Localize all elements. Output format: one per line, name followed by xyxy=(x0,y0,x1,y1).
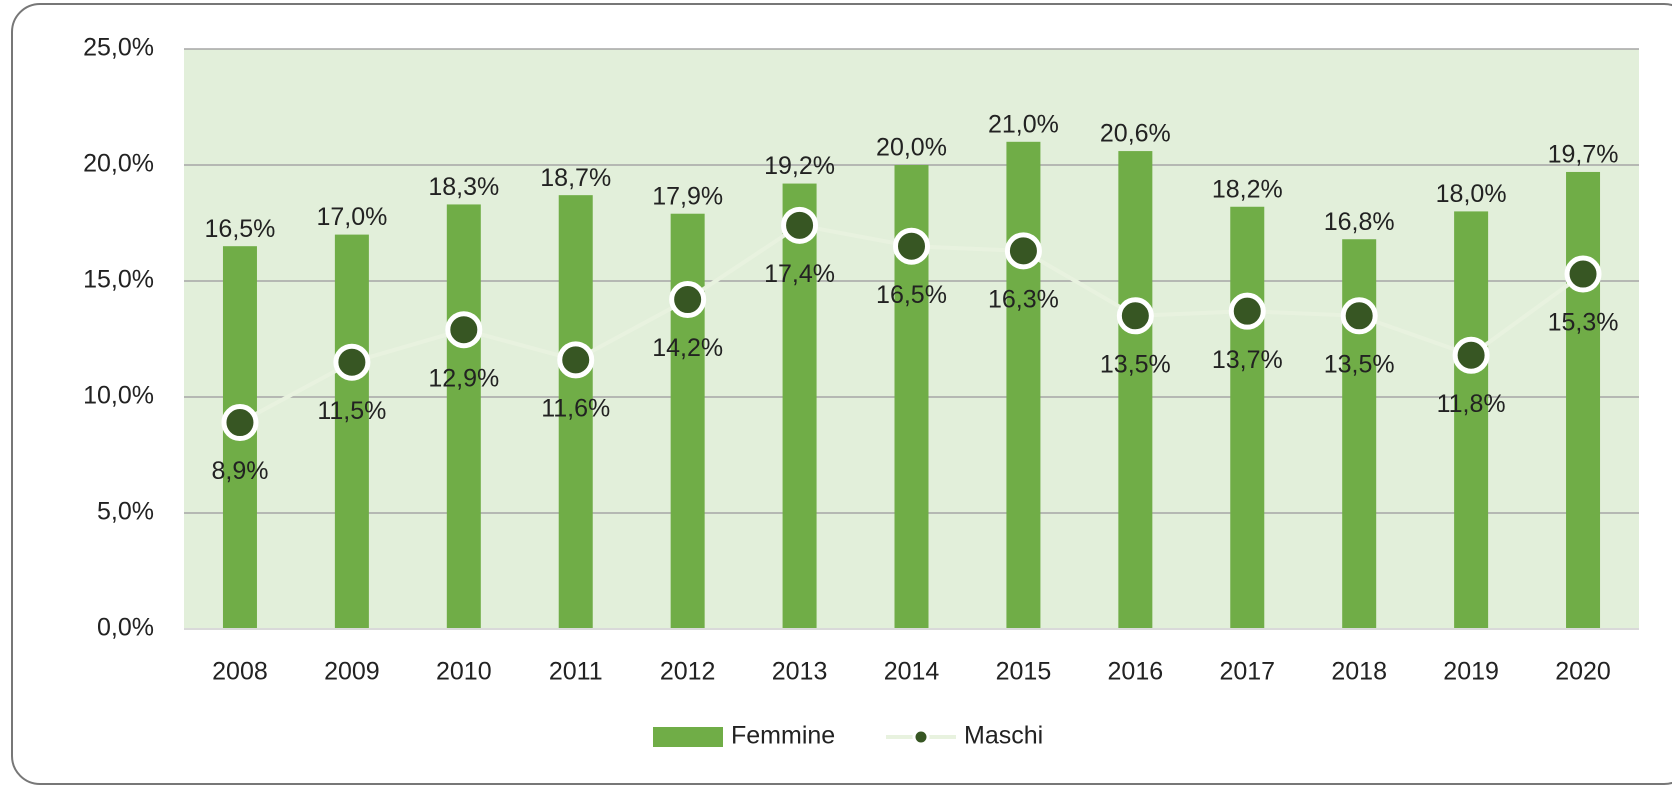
bar xyxy=(558,195,593,629)
point-value-label: 13,7% xyxy=(1212,346,1283,374)
point-value-label: 16,3% xyxy=(988,285,1059,313)
x-tick-label: 2020 xyxy=(1555,658,1611,686)
bar-value-label: 17,9% xyxy=(652,182,723,210)
bar-value-label: 20,0% xyxy=(876,134,947,162)
point xyxy=(669,281,707,319)
bar-value-label: 16,8% xyxy=(1324,208,1395,236)
bar xyxy=(334,234,369,629)
x-tick-label: 2019 xyxy=(1443,658,1499,686)
bar-value-label: 18,3% xyxy=(428,173,499,201)
bar-value-label: 19,2% xyxy=(764,152,835,180)
y-tick-label: 25,0% xyxy=(83,34,154,62)
point xyxy=(893,227,930,265)
x-tick-label: 2017 xyxy=(1219,658,1275,686)
point-value-label: 16,5% xyxy=(876,281,947,309)
bar xyxy=(1566,171,1601,629)
bar-value-label: 16,5% xyxy=(205,215,276,243)
bar xyxy=(670,213,705,629)
x-tick-label: 2015 xyxy=(996,658,1052,686)
bar-value-label: 21,0% xyxy=(988,110,1059,138)
point-value-label: 11,6% xyxy=(541,394,610,422)
x-tick-label: 2009 xyxy=(324,658,380,686)
point xyxy=(1340,297,1378,335)
y-tick-label: 10,0% xyxy=(83,382,154,410)
point xyxy=(445,311,483,349)
bar xyxy=(446,204,481,629)
x-tick-label: 2010 xyxy=(436,658,492,686)
point xyxy=(1564,255,1602,293)
point xyxy=(1004,232,1042,270)
point xyxy=(1116,297,1154,335)
point-value-label: 8,9% xyxy=(211,457,268,485)
point xyxy=(781,206,819,244)
x-tick-label: 2008 xyxy=(212,658,268,686)
bar-value-label: 20,6% xyxy=(1100,120,1171,148)
bar xyxy=(782,183,817,629)
point-value-label: 11,8% xyxy=(1437,390,1506,418)
y-tick-label: 20,0% xyxy=(83,150,154,178)
point xyxy=(333,343,371,381)
legend-swatch xyxy=(653,727,723,747)
bar xyxy=(1230,206,1265,629)
y-tick-label: 0,0% xyxy=(97,614,154,642)
bar xyxy=(1454,211,1489,629)
point-value-label: 13,5% xyxy=(1100,350,1171,378)
bar-value-label: 18,2% xyxy=(1212,175,1283,203)
point-value-label: 17,4% xyxy=(764,260,835,288)
legend-label: Femmine xyxy=(731,722,835,750)
point-value-label: 11,5% xyxy=(317,397,386,425)
bar xyxy=(1006,141,1041,630)
bar-value-label: 19,7% xyxy=(1548,141,1619,169)
x-tick-label: 2012 xyxy=(660,658,716,686)
x-tick-label: 2016 xyxy=(1108,658,1164,686)
point xyxy=(221,404,259,442)
y-tick-label: 15,0% xyxy=(83,266,154,294)
x-tick-label: 2011 xyxy=(549,658,603,686)
bar-value-label: 18,0% xyxy=(1436,180,1507,208)
point-value-label: 15,3% xyxy=(1548,309,1619,337)
y-tick-label: 5,0% xyxy=(97,498,154,526)
point-value-label: 14,2% xyxy=(652,334,723,362)
point xyxy=(1228,292,1266,330)
point xyxy=(557,341,595,379)
legend-label: Maschi xyxy=(964,722,1043,750)
legend-swatch-point xyxy=(912,728,930,746)
bar-value-label: 17,0% xyxy=(316,203,387,231)
x-tick-label: 2014 xyxy=(884,658,940,686)
point-value-label: 13,5% xyxy=(1324,350,1395,378)
bar-value-label: 18,7% xyxy=(540,164,611,192)
point-value-label: 12,9% xyxy=(428,364,499,392)
x-tick-label: 2018 xyxy=(1331,658,1387,686)
bar xyxy=(1118,151,1153,629)
x-tick-label: 2013 xyxy=(772,658,828,686)
point xyxy=(1452,336,1490,374)
